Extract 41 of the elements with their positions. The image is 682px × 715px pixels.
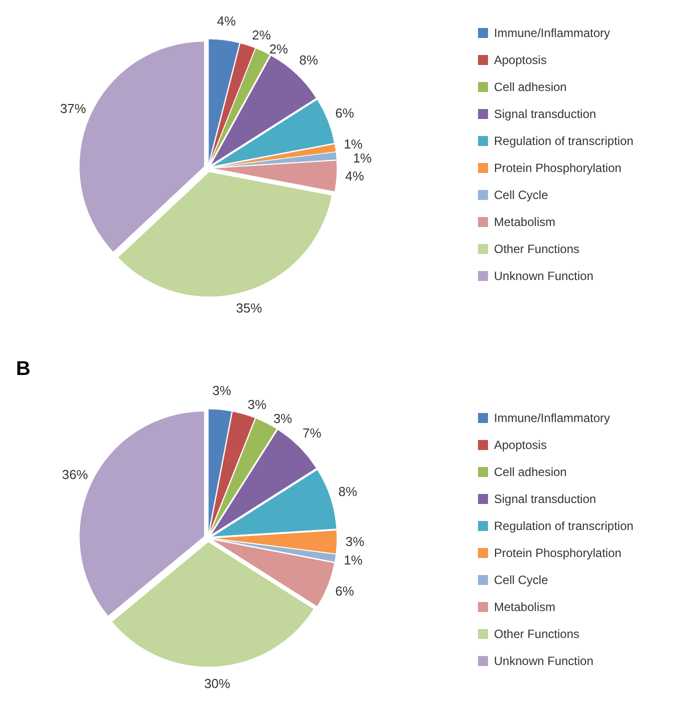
data-label: 36% <box>62 466 88 482</box>
legend-label: Apoptosis <box>494 438 547 452</box>
legend-label: Regulation of transcription <box>494 134 634 148</box>
data-label: 4% <box>345 168 365 184</box>
legend-label: Cell Cycle <box>494 188 548 202</box>
data-label: 8% <box>299 52 318 68</box>
legend-label: Immune/Inflammatory <box>494 411 610 425</box>
data-label: 1% <box>344 136 364 152</box>
data-label: 3% <box>248 397 267 412</box>
legend-label: Apoptosis <box>494 53 547 67</box>
data-label: 30% <box>204 676 231 692</box>
legend-label: Unknown Function <box>494 269 594 283</box>
legend-label: Unknown Function <box>494 654 594 668</box>
legend-label: Cell adhesion <box>494 80 567 94</box>
data-label: 7% <box>302 425 322 440</box>
legend-label: Cell adhesion <box>494 465 567 479</box>
legend-label: Signal transduction <box>494 492 596 506</box>
data-label: 4% <box>217 14 236 29</box>
data-label: 3% <box>273 411 293 426</box>
data-label: 3% <box>212 383 232 398</box>
data-label: 35% <box>236 300 262 316</box>
data-label: 37% <box>60 101 87 116</box>
chart-title: B <box>16 358 30 380</box>
data-label: 1% <box>344 552 364 568</box>
legend-label: Protein Phosphorylation <box>494 161 622 175</box>
legend-label: Other Functions <box>494 242 580 256</box>
legend-label: Immune/Inflammatory <box>494 26 610 40</box>
data-label: 3% <box>346 534 365 550</box>
legend-label: Metabolism <box>494 600 556 614</box>
data-label: 1% <box>352 150 372 166</box>
data-label: 8% <box>338 484 358 500</box>
data-label: 6% <box>335 584 355 599</box>
legend-label: Other Functions <box>494 627 580 641</box>
data-label: 2% <box>269 42 288 57</box>
legend-label: Protein Phosphorylation <box>494 546 622 560</box>
legend-label: Cell Cycle <box>494 573 548 587</box>
legend-label: Metabolism <box>494 215 556 229</box>
legend-label: Signal transduction <box>494 107 596 121</box>
data-label: 6% <box>335 105 355 120</box>
legend-label: Regulation of transcription <box>494 519 634 533</box>
data-label: 2% <box>252 28 272 43</box>
